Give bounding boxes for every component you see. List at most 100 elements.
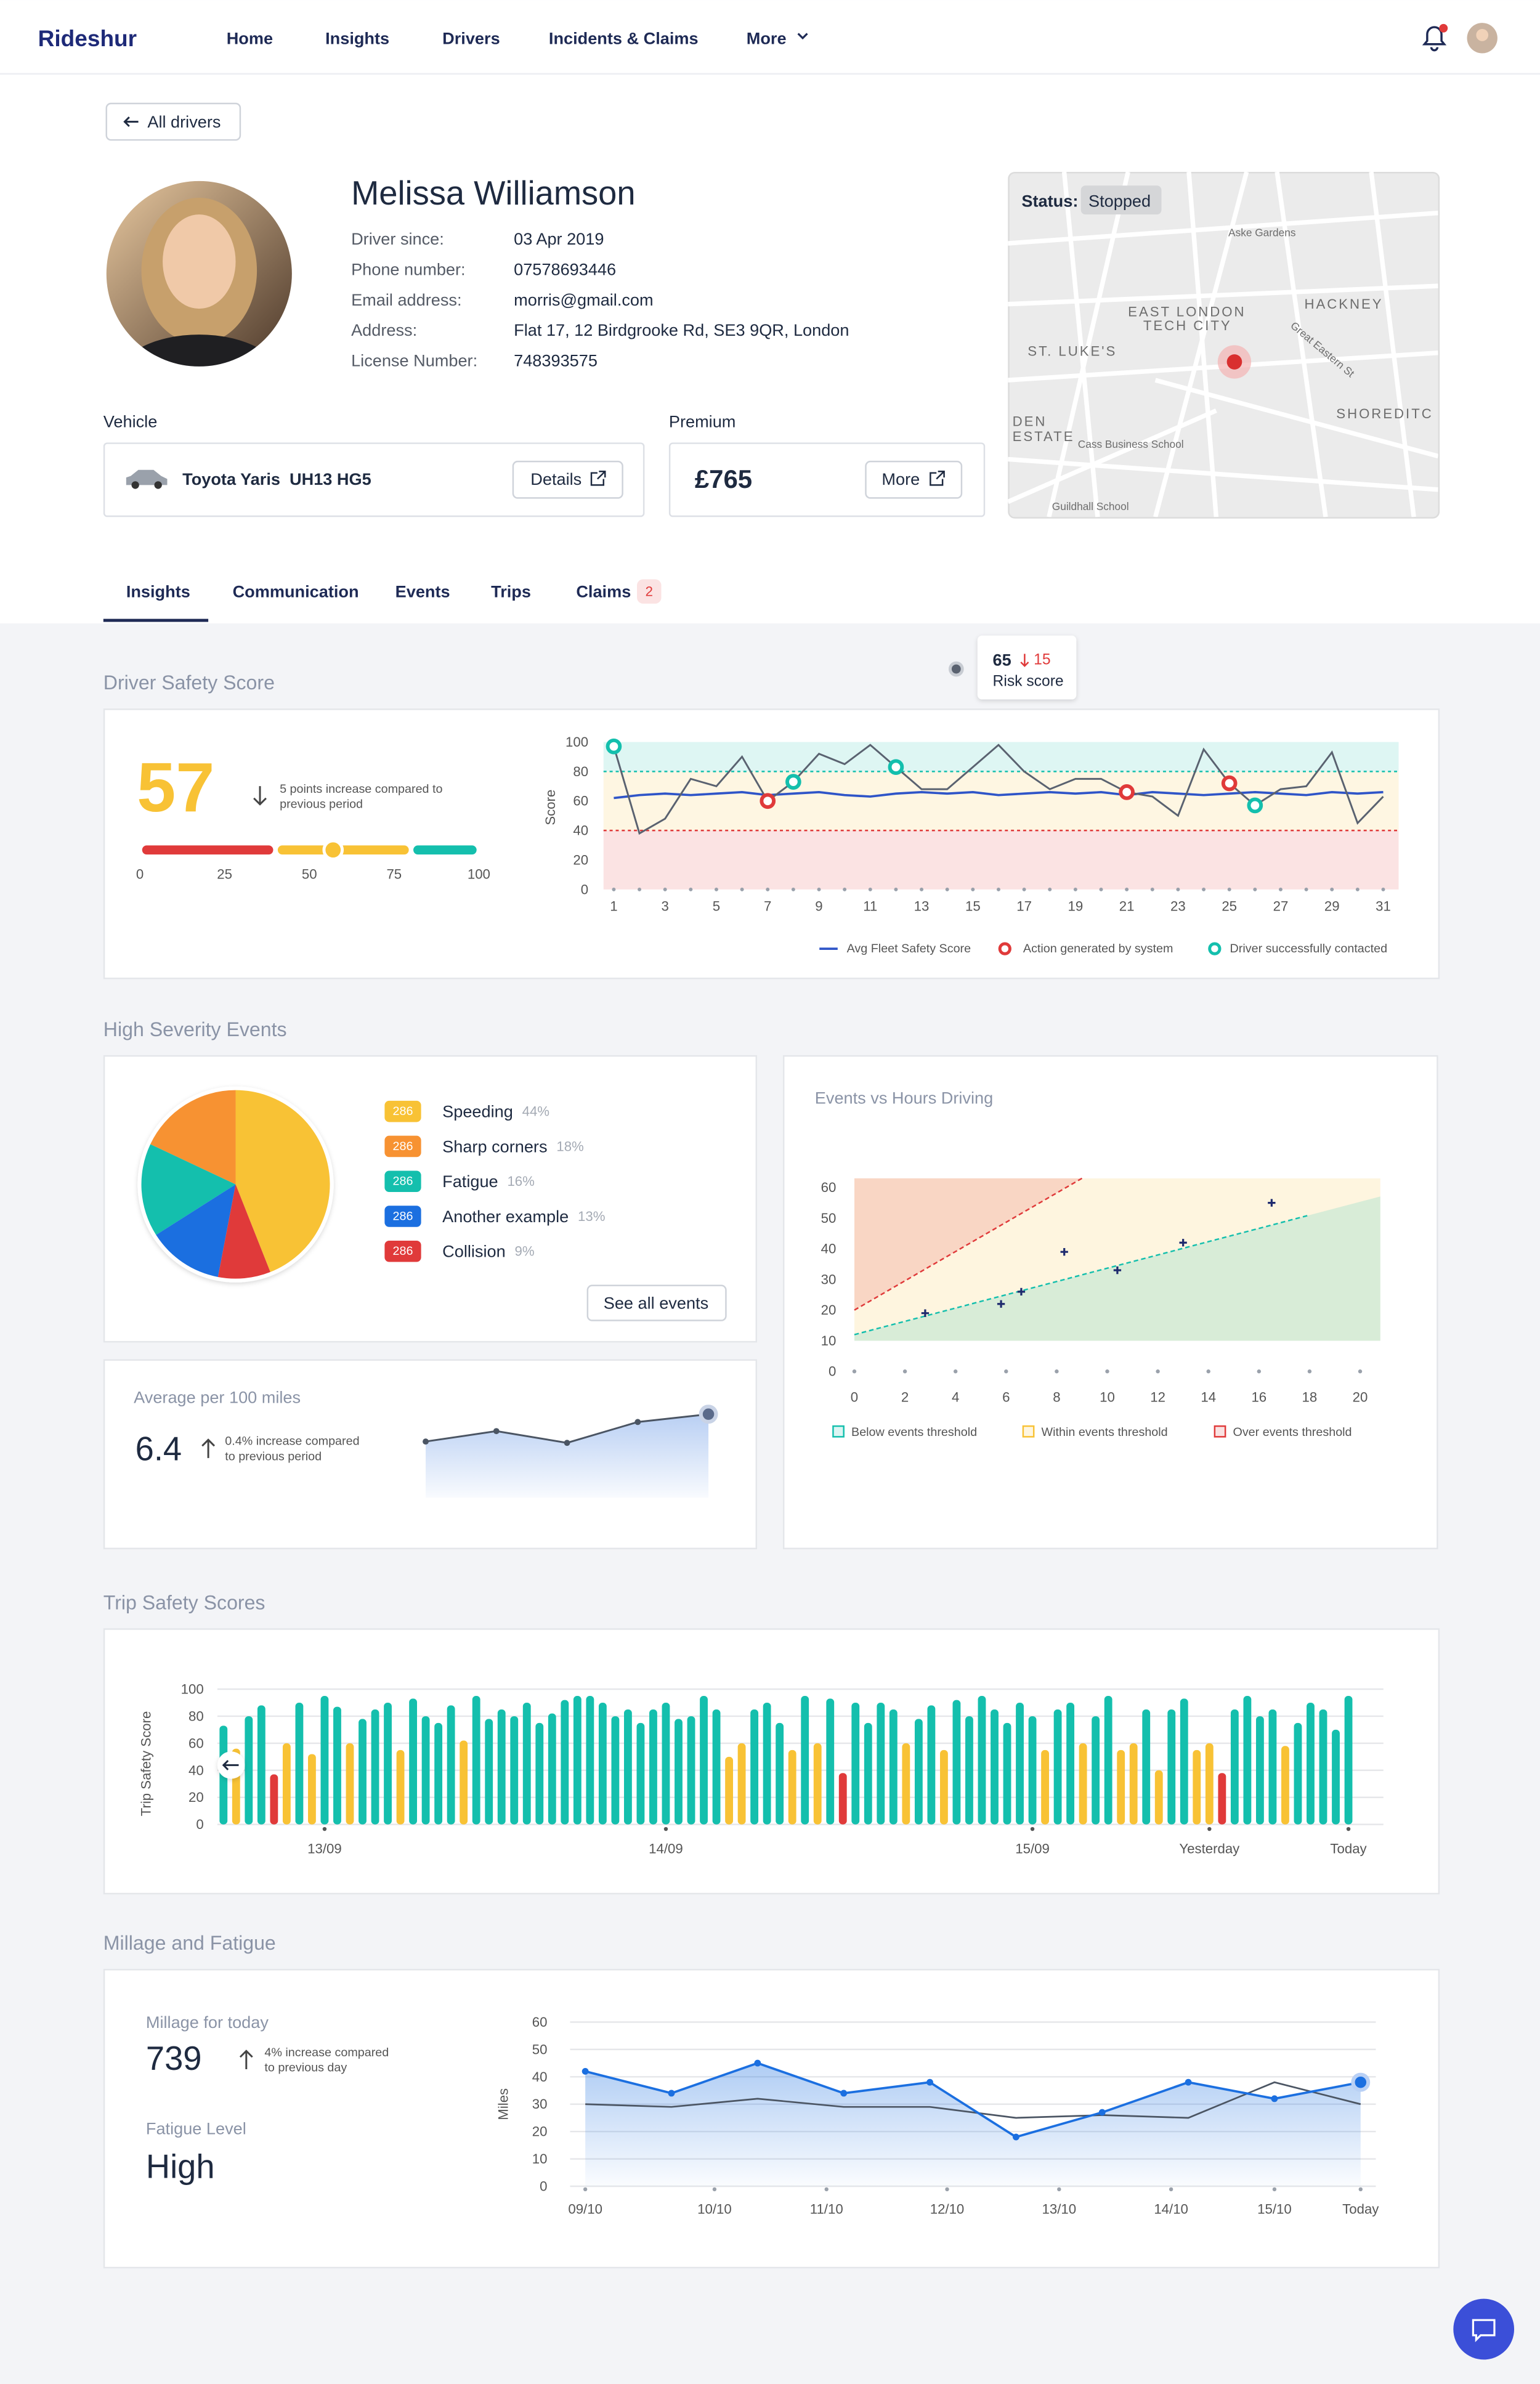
series-point xyxy=(754,2059,761,2067)
legend-swatch xyxy=(1022,1425,1035,1438)
bar xyxy=(460,1740,468,1825)
section-title: Trip Safety Scores xyxy=(103,1591,265,1613)
nav-item[interactable]: More xyxy=(747,28,787,47)
x-tick-label: 5 xyxy=(713,899,720,914)
x-tick-dot xyxy=(1105,1369,1109,1374)
nav-item[interactable]: Insights xyxy=(325,28,389,47)
bar xyxy=(586,1695,594,1825)
x-tick-label: 8 xyxy=(1053,1390,1060,1405)
bar xyxy=(434,1722,443,1825)
x-axis-dot xyxy=(868,887,872,891)
pie-slice xyxy=(217,1184,270,1279)
y-axis-label: Trip Safety Score xyxy=(138,1711,153,1817)
bar xyxy=(965,1716,973,1825)
bar xyxy=(687,1716,695,1825)
map-label: ST. LUKE'S xyxy=(1027,344,1117,359)
nav-item[interactable]: Drivers xyxy=(442,28,500,47)
details-button[interactable] xyxy=(512,460,623,499)
x-tick-label: 09/10 xyxy=(568,2202,602,2217)
y-tick-label: 20 xyxy=(821,1302,837,1318)
y-tick-label: 30 xyxy=(532,2096,548,2112)
more-button[interactable] xyxy=(865,460,963,499)
x-tick-label: 0 xyxy=(851,1390,858,1405)
bar xyxy=(851,1702,860,1825)
legend-label: Another example xyxy=(442,1207,569,1226)
x-tick-label: 16 xyxy=(1251,1390,1266,1405)
x-tick-label: 12 xyxy=(1150,1390,1165,1405)
tab[interactable]: Insights xyxy=(126,582,190,601)
legend-label: Over events threshold xyxy=(1233,1425,1352,1439)
chart-title: Events vs Hours Driving xyxy=(815,1088,993,1107)
x-tick-label: 19 xyxy=(1068,899,1084,914)
x-tick-dot xyxy=(1206,1369,1210,1374)
x-tick-label: 11/10 xyxy=(810,2202,843,2217)
bar xyxy=(245,1716,253,1825)
bar xyxy=(598,1702,607,1825)
x-tick-dot xyxy=(1057,2187,1061,2192)
legend-badge xyxy=(384,1206,421,1227)
tab[interactable]: Events xyxy=(395,582,450,601)
tab[interactable]: Trips xyxy=(491,582,531,601)
bar xyxy=(952,1700,961,1825)
legend-label: Avg Fleet Safety Score xyxy=(847,942,971,955)
back-button[interactable] xyxy=(105,102,241,141)
x-axis-dot xyxy=(1099,887,1103,891)
x-axis-dot xyxy=(791,887,795,891)
x-tick-label: 15/09 xyxy=(1015,1841,1050,1857)
score-note: previous period xyxy=(280,798,363,811)
x-tick-label: 13/10 xyxy=(1042,2202,1077,2217)
x-tick-dot xyxy=(945,2187,949,2192)
x-axis-dot xyxy=(663,887,667,891)
y-tick-label: 0 xyxy=(829,1364,836,1379)
sparkline-point xyxy=(564,1440,570,1446)
map-label: Cass Business School xyxy=(1078,438,1184,450)
bar xyxy=(1154,1770,1163,1825)
bar xyxy=(548,1713,556,1825)
status-label: Status: xyxy=(1021,191,1078,210)
metric-note: to previous day xyxy=(264,2061,347,2075)
button-label: More xyxy=(881,469,920,489)
scatter-point xyxy=(1268,1199,1276,1207)
bar xyxy=(1218,1773,1226,1825)
bar xyxy=(371,1709,379,1825)
chat-icon xyxy=(1472,2319,1496,2343)
tab[interactable]: Communication xyxy=(233,582,359,601)
bar xyxy=(623,1709,632,1825)
x-axis-dot xyxy=(1176,887,1180,891)
bar xyxy=(421,1716,430,1825)
y-tick-label: 40 xyxy=(821,1241,837,1257)
threshold-line xyxy=(854,1214,1310,1336)
tooltip xyxy=(977,635,1077,700)
tab[interactable]: Claims xyxy=(576,582,631,601)
nav-item[interactable]: Home xyxy=(227,28,273,47)
x-tick-label: Today xyxy=(1330,1841,1367,1857)
metric-value: High xyxy=(146,2147,215,2185)
x-tick-dot xyxy=(1207,1827,1212,1831)
gauge-marker xyxy=(322,839,344,861)
y-tick-label: 80 xyxy=(573,764,588,779)
nav-item[interactable]: Incidents & Claims xyxy=(549,28,699,47)
x-tick-dot xyxy=(1156,1369,1160,1374)
y-tick-label: 40 xyxy=(532,2069,548,2085)
x-tick-label: 0 xyxy=(136,867,144,882)
external-link-icon xyxy=(590,470,606,486)
scatter-point xyxy=(1179,1239,1187,1247)
bar xyxy=(939,1749,948,1825)
y-tick-label: 20 xyxy=(573,853,588,868)
y-tick-label: 80 xyxy=(188,1708,204,1724)
chat-button[interactable] xyxy=(1453,2298,1515,2360)
section-label: Premium xyxy=(669,412,736,431)
scatter-card xyxy=(782,1055,1438,1549)
series-point xyxy=(668,2090,675,2097)
see-all-button[interactable] xyxy=(586,1284,727,1321)
series-point xyxy=(840,2090,848,2097)
section-title: High Severity Events xyxy=(103,1018,287,1040)
y-tick-label: 20 xyxy=(532,2124,548,2139)
field-label: Driver since: xyxy=(351,229,444,248)
field-value: 748393575 xyxy=(514,351,598,370)
bar xyxy=(1003,1722,1011,1825)
pie-slice xyxy=(156,1184,236,1277)
event-marker xyxy=(1119,784,1135,800)
bar xyxy=(409,1698,417,1825)
